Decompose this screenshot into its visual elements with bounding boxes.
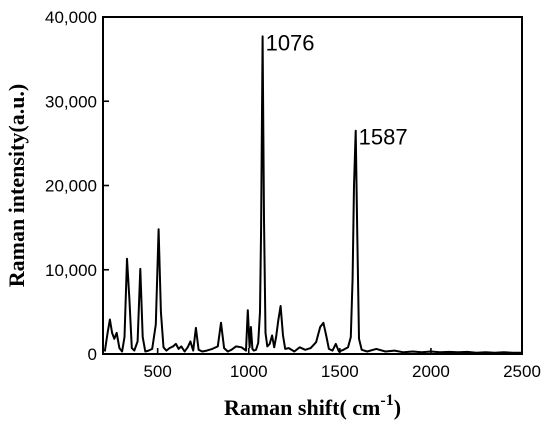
raman-spectrum-line xyxy=(103,35,522,354)
y-tick-label: 10,000 xyxy=(45,261,97,280)
y-tick-label: 30,000 xyxy=(45,92,97,111)
x-tick-label: 2000 xyxy=(412,362,450,381)
peak-label: 1587 xyxy=(359,125,408,150)
x-axis-ticks: 500 1000 1500 2000 2500 xyxy=(143,348,541,381)
peak-label: 1076 xyxy=(266,30,315,55)
x-tick-label: 1500 xyxy=(321,362,359,381)
y-axis-ticks: 0 10,000 20,000 30,000 40,000 xyxy=(45,8,109,364)
x-axis-title-superscript: -1 xyxy=(380,392,393,409)
x-tick-label: 2500 xyxy=(503,362,541,381)
x-tick-label: 1000 xyxy=(230,362,268,381)
x-tick-label: 500 xyxy=(143,362,171,381)
x-axis-title-close: ) xyxy=(394,395,401,420)
y-tick-label: 40,000 xyxy=(45,8,97,27)
x-axis-title: Raman shift( cm-1) xyxy=(224,392,401,420)
y-axis-title: Raman intensity(a.u.) xyxy=(4,84,29,288)
plot-area xyxy=(103,35,522,354)
y-tick-label: 20,000 xyxy=(45,177,97,196)
peak-annotations: 1076 1587 xyxy=(266,30,408,149)
plot-frame xyxy=(102,16,523,355)
y-tick-label: 0 xyxy=(88,345,97,364)
x-axis-title-main: Raman shift( cm xyxy=(224,395,380,420)
